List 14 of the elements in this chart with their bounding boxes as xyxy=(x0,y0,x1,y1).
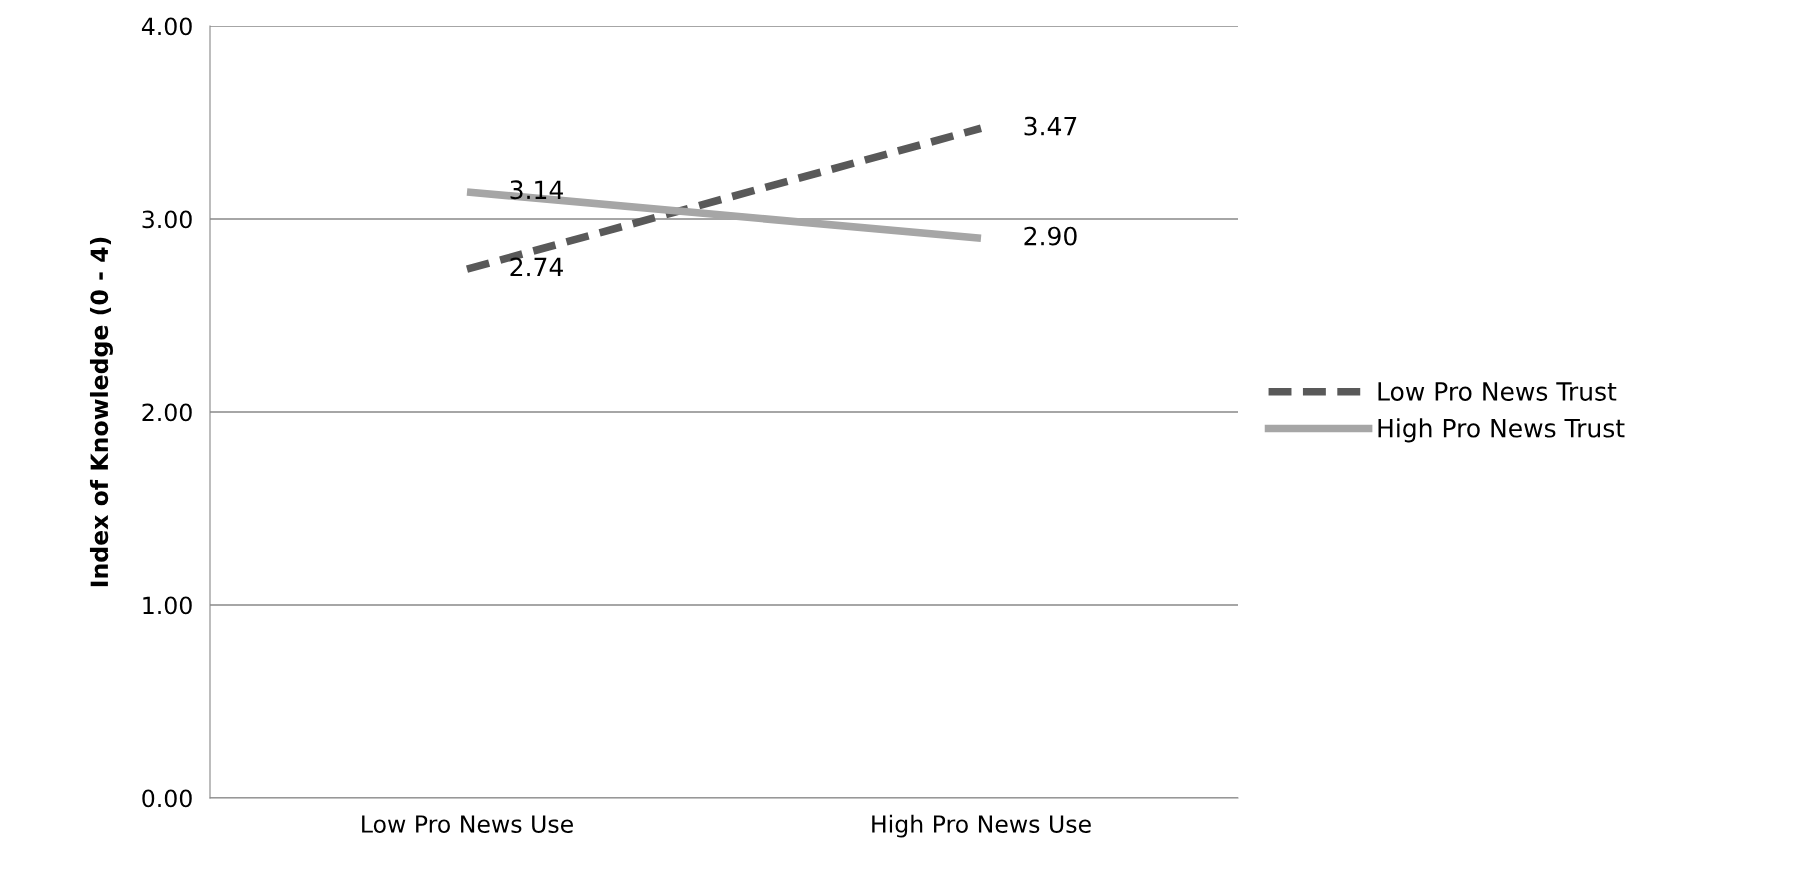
legend-label: High Pro News Trust xyxy=(1378,418,1625,443)
data-label: 3.14 xyxy=(510,180,563,200)
data-label: 2.74 xyxy=(510,257,563,277)
y-tick-label: 4.00 xyxy=(141,17,192,36)
y-tick-label: 0.00 xyxy=(142,789,192,808)
x-tick-label: Low Pro News Use xyxy=(362,815,573,833)
data-label: 2.90 xyxy=(1024,226,1077,246)
y-axis-title: Index of Knowledge (0 - 4) xyxy=(89,237,113,587)
y-tick-label: 3.00 xyxy=(142,210,192,229)
data-label: 3.47 xyxy=(1024,116,1077,136)
legend-label: Low Pro News Trust xyxy=(1378,382,1617,401)
x-tick-label: High Pro News Use xyxy=(872,814,1091,838)
y-tick-label: 2.00 xyxy=(142,403,192,422)
y-tick-label: 1.00 xyxy=(143,596,192,615)
